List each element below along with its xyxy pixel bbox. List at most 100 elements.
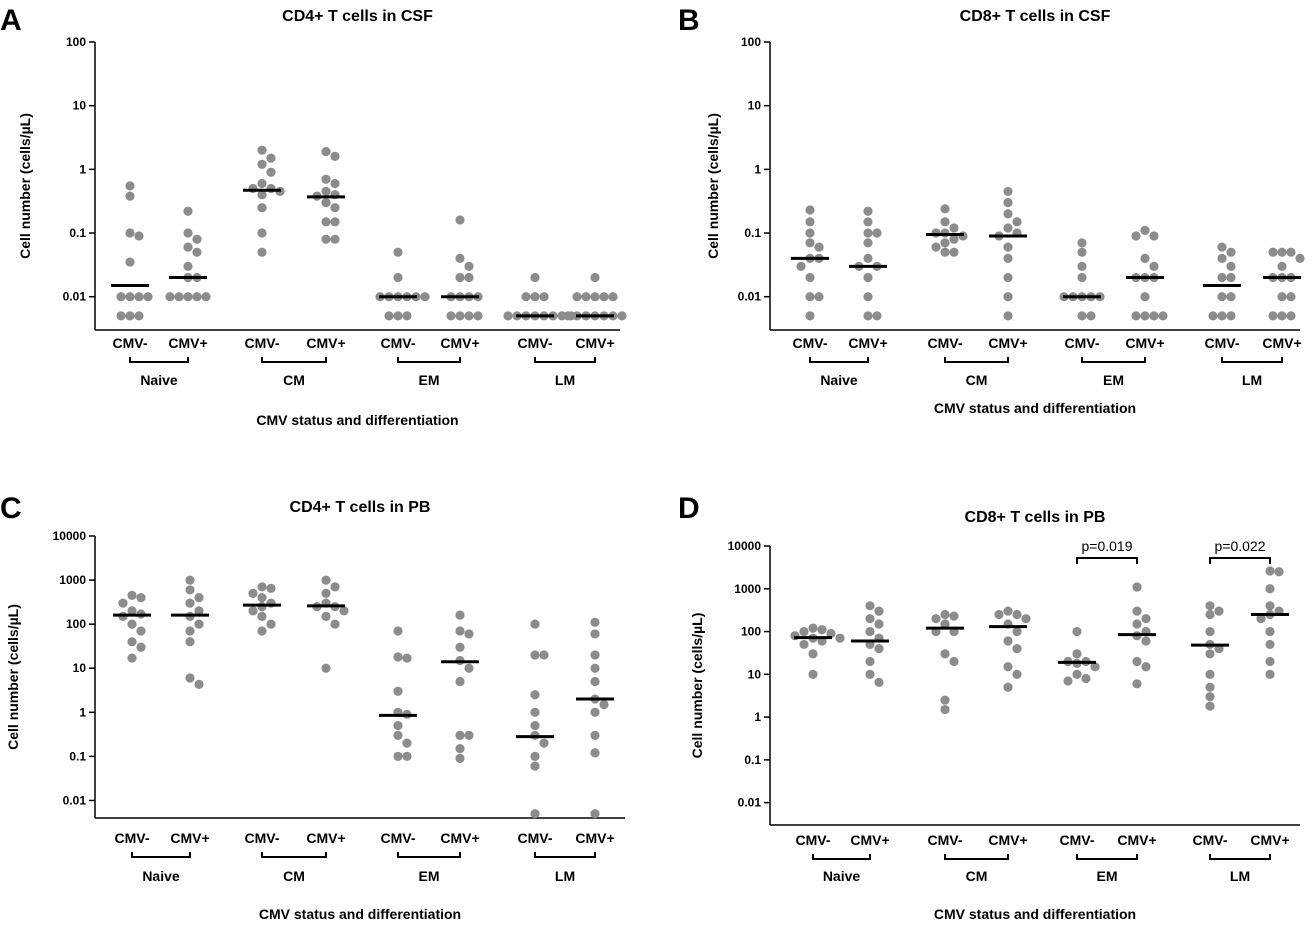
data-point [127,653,137,663]
data-point [185,637,195,647]
data-point [599,699,609,710]
data-point [863,272,873,283]
group-label: EM [1097,868,1118,884]
data-point [183,206,193,216]
data-point [1205,701,1215,711]
data-point [530,619,540,629]
x-tick-label: CMV+ [1262,335,1301,351]
data-point [1265,669,1275,679]
data-point [805,228,815,238]
data-point [1205,626,1215,637]
data-point [1205,649,1215,659]
x-tick-label: CMV- [928,832,963,848]
data-point [1265,639,1275,650]
data-point [1012,643,1022,654]
data-point [1149,311,1159,321]
x-tick-label: CMV+ [988,335,1027,351]
data-point [455,626,465,636]
group-bracket [944,854,1009,860]
data-point [1226,247,1236,257]
data-point [257,582,267,592]
data-point [817,625,827,635]
data-point [125,191,135,201]
group-label: LM [1230,868,1250,884]
x-tick-label: CMV- [928,335,963,351]
group-bracket [534,852,596,858]
data-point [530,292,540,302]
data-point [530,707,540,717]
x-tick-label: CMV- [381,335,416,351]
group-bracket [944,357,1009,363]
data-point [874,643,884,654]
y-axis-label: Cell number (cells/µL) [5,604,21,750]
data-point [266,153,276,163]
data-point [530,272,540,283]
significance-bracket [1209,557,1271,564]
data-point [194,593,204,603]
data-point [1132,582,1142,592]
data-point [590,629,600,639]
x-tick-label: CMV- [796,832,831,848]
data-point [1077,261,1087,271]
data-point [321,217,331,227]
data-point [248,606,258,616]
data-point [321,663,331,673]
x-tick-label: CMV+ [575,335,614,351]
group-bracket [261,357,327,363]
data-point [455,753,465,764]
x-tick-label: CMV- [245,830,280,846]
x-axis-label: CMV status and differentiation [259,906,461,922]
data-point [1012,669,1022,679]
y-tick-label: 100 [741,35,761,49]
data-point [835,633,845,643]
data-point [1131,231,1141,241]
y-tick-label: 10 [73,661,87,675]
data-point [321,198,331,208]
data-point [1141,662,1151,672]
data-point [617,311,627,321]
data-point [125,311,135,321]
data-point [455,642,465,652]
y-tick-label: 1 [79,162,86,176]
data-point [402,653,412,663]
data-point [330,582,340,592]
y-axis-label: Cell number (cells/µL) [17,113,33,259]
data-point [590,676,600,687]
y-tick-label: 10 [748,667,762,681]
y-tick-label: 0.01 [63,290,87,304]
data-point [183,242,193,252]
y-tick-label: 100 [66,617,86,631]
data-point [116,311,126,321]
data-point [1141,614,1151,624]
data-point [863,217,873,227]
x-tick-label: CMV+ [850,832,889,848]
x-tick-label: CMV+ [306,335,345,351]
x-tick-label: CMV- [1060,832,1095,848]
data-point [1077,247,1087,257]
data-point [1256,614,1266,624]
data-point [1217,311,1227,321]
data-point [1208,311,1218,321]
data-point [1072,626,1082,637]
data-point [874,677,884,687]
data-point [402,751,412,761]
data-point [464,261,474,271]
data-point [127,637,137,647]
data-point [134,311,144,321]
y-tick-label: 0.01 [63,793,87,807]
y-tick-label: 1 [754,162,761,176]
data-point [1003,682,1013,692]
data-point [127,590,137,600]
data-point [321,186,331,197]
data-point [1072,669,1082,679]
data-point [865,614,875,624]
group-label: CM [966,372,988,388]
data-point [530,751,540,761]
data-point [1140,225,1150,235]
data-point [1077,238,1087,248]
data-point [1205,692,1215,702]
data-point [1205,682,1215,692]
data-point [940,609,950,620]
y-axis-label: Cell number (cells/µL) [705,113,721,259]
group-label: EM [419,868,440,884]
